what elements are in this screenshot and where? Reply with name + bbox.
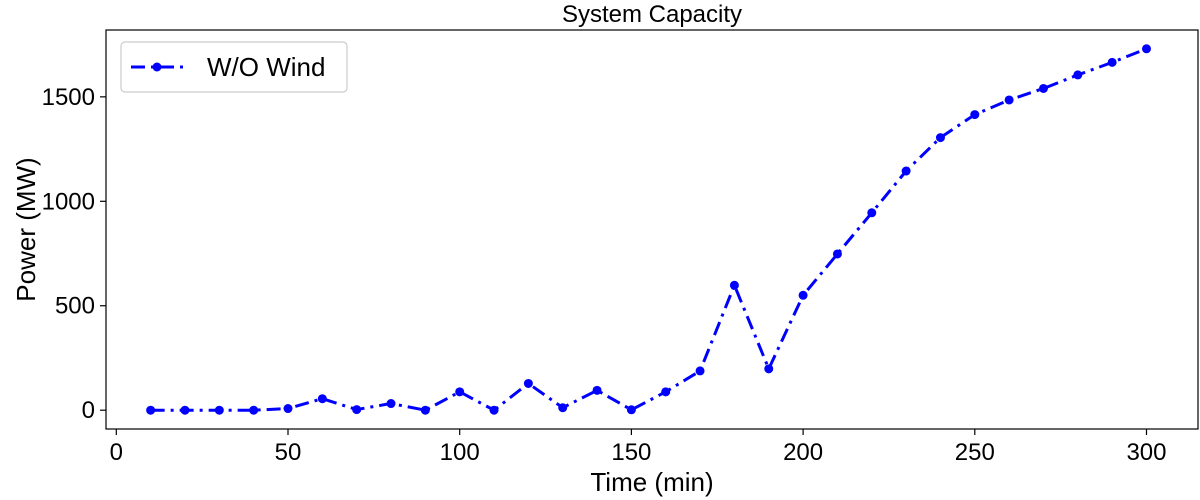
y-tick-label: 500 [55, 293, 95, 320]
y-tick-label: 0 [82, 397, 95, 424]
series-layer [146, 44, 1151, 415]
data-point [729, 280, 739, 290]
data-point [1073, 70, 1083, 80]
series-line [150, 47, 1148, 412]
data-point [867, 208, 877, 218]
data-point [489, 405, 499, 415]
data-point [283, 404, 293, 414]
data-point [592, 385, 602, 395]
data-point [1038, 83, 1048, 93]
data-point [798, 290, 808, 300]
x-tick-label: 200 [783, 439, 823, 466]
plot-area [105, 29, 1199, 430]
legend: W/O Wind [120, 41, 348, 93]
data-point [558, 403, 568, 413]
data-point [420, 405, 430, 415]
data-point [1004, 95, 1014, 105]
data-point [935, 133, 945, 143]
data-point [626, 405, 636, 415]
data-point [146, 405, 156, 415]
x-axis-title: Time (min) [590, 467, 713, 497]
data-point [386, 399, 396, 409]
data-point [523, 378, 533, 388]
data-point [352, 405, 362, 415]
legend-label: W/O Wind [207, 52, 325, 82]
x-tick-label: 250 [955, 439, 995, 466]
data-point [317, 394, 327, 404]
y-axis: 0 500 1000 1500 [42, 84, 106, 424]
data-point [1141, 44, 1151, 54]
data-point [661, 387, 671, 397]
data-point [695, 366, 705, 376]
x-tick-label: 100 [440, 439, 480, 466]
data-point [1107, 57, 1117, 67]
data-point [901, 166, 911, 176]
data-point [180, 405, 190, 415]
legend-box [120, 41, 348, 93]
x-tick-label: 0 [110, 439, 123, 466]
data-point [970, 110, 980, 120]
data-point [214, 405, 224, 415]
x-tick-label: 50 [275, 439, 302, 466]
data-point [455, 387, 465, 397]
y-tick-label: 1000 [42, 188, 95, 215]
chart-title: System Capacity [562, 1, 742, 28]
x-axis: 0 50 100 150 200 250 300 [110, 429, 1167, 466]
x-tick-label: 150 [611, 439, 651, 466]
data-point [249, 405, 259, 415]
y-axis-title: Power (MW) [11, 157, 41, 301]
x-tick-label: 300 [1126, 439, 1166, 466]
legend-marker [152, 62, 162, 72]
y-tick-label: 1500 [42, 84, 95, 111]
data-point [764, 364, 774, 374]
data-point [832, 249, 842, 259]
